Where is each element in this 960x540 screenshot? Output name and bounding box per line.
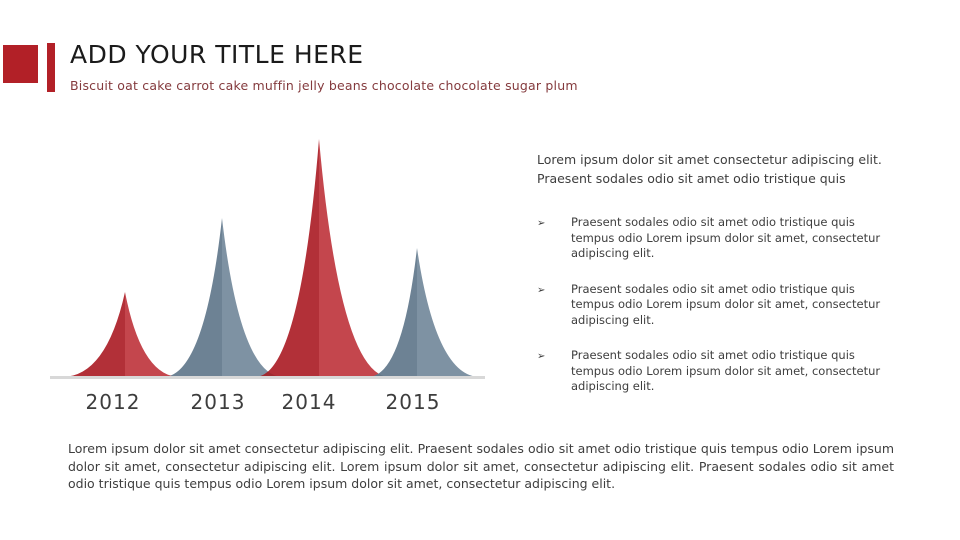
arrow-bullet-icon: ➢ (537, 284, 546, 296)
bullet-text: Praesent sodales odio sit amet odio tris… (571, 348, 881, 393)
axis-label-2015: 2015 (385, 390, 441, 414)
bullet-item: ➢ Praesent sodales odio sit amet odio tr… (537, 282, 929, 329)
bullet-list: ➢ Praesent sodales odio sit amet odio tr… (537, 215, 929, 395)
page-title: ADD YOUR TITLE HERE (70, 40, 364, 69)
title-accent-bar (47, 43, 55, 92)
arrow-bullet-icon: ➢ (537, 218, 546, 229)
footer-paragraph: Lorem ipsum dolor sit amet consectetur a… (68, 441, 894, 491)
title-accent-square (3, 45, 38, 83)
peaks-chart-container (40, 130, 500, 380)
axis-label-2014: 2014 (281, 390, 337, 414)
bullet-text: Praesent sodales odio sit amet odio tris… (571, 215, 881, 260)
chart-peak-2012 (62, 292, 180, 377)
bullet-item: ➢ Praesent sodales odio sit amet odio tr… (537, 348, 929, 395)
axis-label-2013: 2013 (190, 390, 246, 414)
bullet-text: Praesent sodales odio sit amet odio tris… (571, 281, 881, 327)
chart-baseline (50, 376, 485, 379)
arrow-bullet-icon: ➢ (537, 351, 546, 362)
peaks-chart (50, 139, 485, 379)
chart-peak-2014 (255, 139, 390, 377)
chart-peak-2013 (163, 218, 283, 377)
intro-paragraph: Lorem ipsum dolor sit amet consectetur a… (537, 152, 882, 186)
chart-peak-2015 (368, 248, 480, 377)
page-subtitle: Biscuit oat cake carrot cake muffin jell… (70, 78, 578, 93)
right-text-panel: Lorem ipsum dolor sit amet consectetur a… (537, 150, 929, 415)
axis-label-2012: 2012 (85, 390, 141, 414)
bullet-item: ➢ Praesent sodales odio sit amet odio tr… (537, 215, 929, 262)
